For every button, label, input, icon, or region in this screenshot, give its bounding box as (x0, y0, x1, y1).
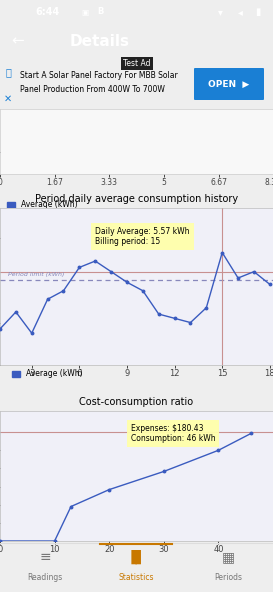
Text: Statistics: Statistics (118, 572, 154, 581)
Text: Expenses: $180.43
Consumption: 46 kWh: Expenses: $180.43 Consumption: 46 kWh (131, 424, 216, 443)
Text: ▾: ▾ (218, 7, 222, 17)
Text: Start A Solar Panel Factory For MBB Solar: Start A Solar Panel Factory For MBB Sola… (20, 72, 178, 81)
Text: Cost-consumption ratio: Cost-consumption ratio (79, 397, 194, 407)
Text: ≡: ≡ (39, 550, 51, 564)
Text: 6:44: 6:44 (36, 7, 60, 17)
Text: ⓘ: ⓘ (5, 67, 11, 77)
Text: ✕: ✕ (4, 94, 12, 104)
Text: ◂: ◂ (238, 7, 242, 17)
Text: ▦: ▦ (221, 550, 235, 564)
Text: Periods: Periods (214, 572, 242, 581)
Text: ▐▌: ▐▌ (125, 550, 147, 564)
Legend: Average (kWh): Average (kWh) (4, 197, 80, 213)
Text: Period limit (kWh): Period limit (kWh) (8, 272, 64, 277)
Text: Daily Average: 5.57 kWh
Billing period: 15: Daily Average: 5.57 kWh Billing period: … (95, 227, 190, 246)
Text: Details: Details (70, 34, 130, 49)
Text: ←: ← (12, 34, 24, 49)
Text: Period daily average consumption history: Period daily average consumption history (35, 194, 238, 204)
Text: Test Ad: Test Ad (123, 59, 151, 68)
Text: ▣: ▣ (81, 8, 89, 17)
Text: ▮: ▮ (255, 7, 261, 17)
FancyBboxPatch shape (194, 68, 264, 100)
Text: OPEN  ▶: OPEN ▶ (208, 79, 250, 88)
Text: Readings: Readings (27, 572, 63, 581)
Legend: Average (kWh): Average (kWh) (9, 366, 86, 382)
Text: Panel Production From 400W To 700W: Panel Production From 400W To 700W (20, 85, 165, 94)
Text: B: B (97, 8, 103, 17)
